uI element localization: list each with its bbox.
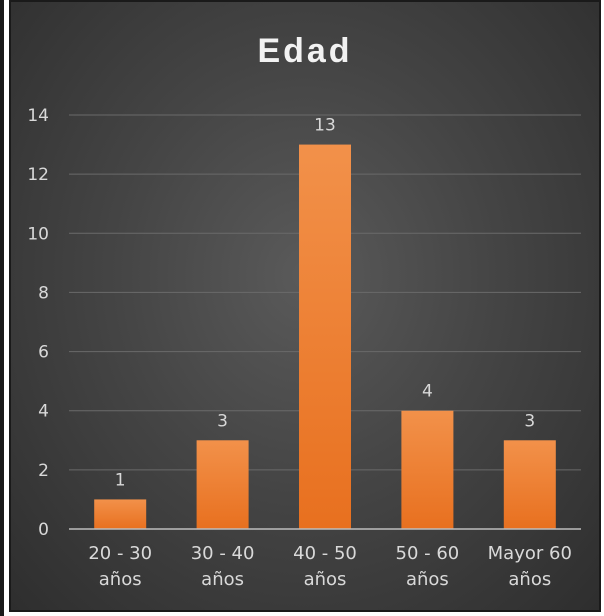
left-border-bar <box>0 0 4 616</box>
data-label: 3 <box>524 411 535 431</box>
y-tick-label: 14 <box>27 106 49 126</box>
data-label: 3 <box>217 411 228 431</box>
bar-1 <box>94 499 147 529</box>
category-label: 20 - 30 <box>88 543 152 564</box>
chart-title: Edad <box>257 32 353 70</box>
y-tick-label: 0 <box>38 520 49 540</box>
bar-4 <box>401 410 454 529</box>
y-tick-label: 8 <box>38 283 49 303</box>
bar-3 <box>299 144 351 530</box>
category-label: 30 - 40 <box>191 543 255 564</box>
category-label: años <box>99 569 142 590</box>
y-axis-ticks: 0 2 4 6 8 10 12 14 <box>27 106 49 540</box>
bar-5 <box>503 440 556 529</box>
category-label: 40 - 50 <box>293 543 357 564</box>
y-tick-label: 2 <box>38 461 49 481</box>
y-tick-label: 6 <box>38 343 49 363</box>
category-label: 50 - 60 <box>396 543 460 564</box>
data-label: 13 <box>314 116 336 136</box>
data-label: 4 <box>422 382 433 402</box>
category-label: Mayor 60 <box>488 543 572 564</box>
category-label: años <box>201 569 244 590</box>
category-label: años <box>406 569 449 590</box>
y-tick-label: 10 <box>27 224 49 244</box>
category-label: años <box>508 569 551 590</box>
y-tick-label: 4 <box>38 402 49 422</box>
bars <box>94 144 556 530</box>
category-label: años <box>304 569 347 590</box>
chart-area: Edad 0 2 4 6 8 10 12 14 1 3 13 4 3 20 - 30 años 30 - … <box>9 0 601 612</box>
data-label: 1 <box>115 470 126 490</box>
y-tick-label: 12 <box>27 165 49 185</box>
bar-2 <box>196 440 249 529</box>
x-axis-categories: 20 - 30 años 30 - 40 años 40 - 50 años 50 - 60… <box>88 543 572 590</box>
